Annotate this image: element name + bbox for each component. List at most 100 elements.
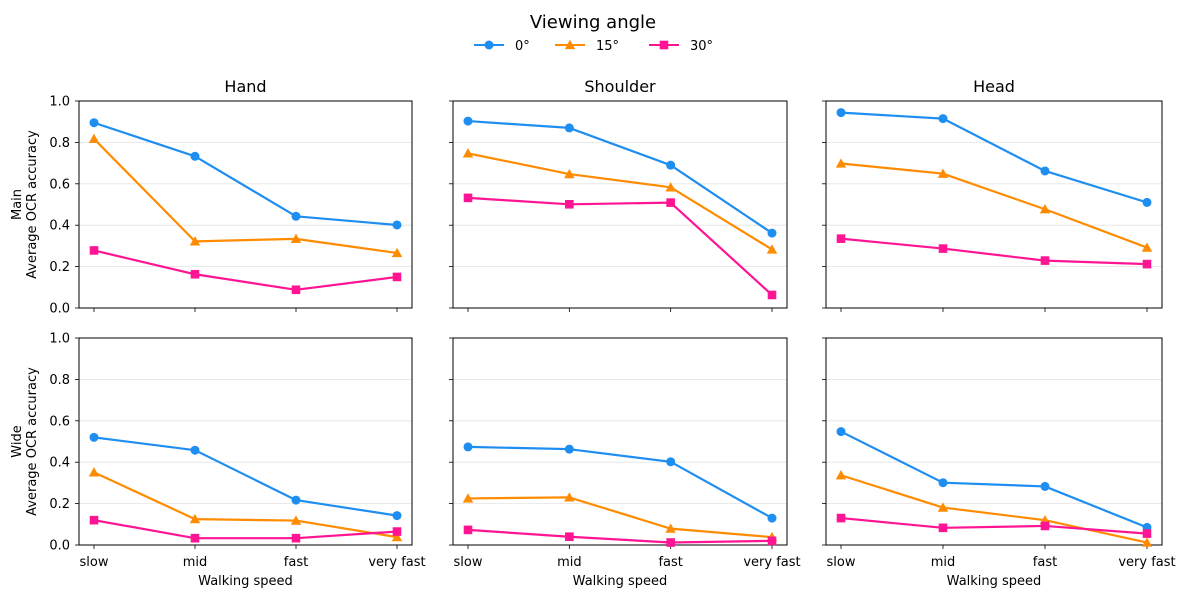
data-point	[1141, 537, 1153, 547]
data-point	[89, 515, 99, 525]
axes-frame	[825, 100, 1163, 309]
data-point	[190, 151, 200, 161]
data-point	[462, 493, 474, 503]
x-tick-label: slow	[80, 555, 109, 570]
x-axis-label: Walking speed	[573, 574, 668, 589]
data-point	[938, 114, 948, 124]
panel-main-hand: 0.0 0.2 0.4 0.6 0.8 1.0 Hand Main Average OCR ac…	[10, 77, 413, 317]
data-point	[392, 527, 402, 536]
series-line-2	[840, 237, 1148, 266]
data-point	[665, 182, 676, 192]
data-point	[190, 269, 200, 279]
data-point	[938, 478, 948, 488]
data-point	[1141, 242, 1153, 252]
series-line-1	[467, 152, 773, 251]
x-axis-label: Walking speed	[947, 574, 1042, 589]
x-tick-label: mid	[183, 555, 208, 570]
data-point	[767, 290, 777, 300]
x-tick-label: very fast	[1118, 555, 1175, 570]
data-point	[767, 513, 777, 523]
y-tick-label: 0.2	[49, 497, 70, 512]
data-point	[189, 513, 201, 524]
panel-wide-head: slow mid fast very fast Walking speed	[822, 337, 1176, 589]
y-axis-row-label: Wide	[10, 425, 25, 457]
data-point	[835, 158, 847, 168]
y-tick-label: 0.8	[49, 373, 70, 388]
data-point	[291, 495, 301, 505]
data-point	[666, 160, 676, 170]
data-point	[463, 525, 473, 535]
legend-marker-2	[659, 40, 669, 50]
data-point	[564, 444, 574, 454]
series-line-2	[93, 249, 398, 291]
data-point	[392, 220, 402, 230]
data-point	[1142, 259, 1152, 269]
x-tick-label: fast	[284, 555, 308, 570]
data-point	[463, 193, 473, 203]
legend-entries: 0° 15° 30°	[474, 39, 713, 54]
data-point	[291, 211, 301, 221]
data-point	[564, 123, 574, 133]
series-line-1	[467, 496, 773, 539]
data-point	[462, 148, 474, 158]
legend-entry-0: 0°	[474, 39, 530, 54]
data-point	[463, 116, 473, 126]
data-point	[767, 536, 777, 546]
x-tick-label: slow	[454, 555, 483, 570]
data-point	[1142, 529, 1152, 538]
data-point	[392, 511, 402, 521]
data-point	[666, 198, 675, 207]
data-point	[1040, 166, 1050, 176]
y-tick-label: 0.4	[49, 219, 70, 234]
data-point	[391, 247, 403, 258]
data-point	[391, 531, 403, 542]
axes-frame	[78, 100, 413, 309]
axes-frame	[452, 337, 788, 546]
legend-label-0: 0°	[515, 39, 530, 54]
series-line-1	[840, 474, 1148, 544]
panel-title: Head	[973, 77, 1015, 96]
data-point	[190, 445, 200, 455]
series-line-1	[840, 162, 1148, 249]
y-tick-label: 0.6	[49, 177, 70, 192]
series-line-0	[467, 119, 773, 234]
data-point	[392, 272, 402, 282]
legend-marker-1	[564, 39, 576, 50]
data-point	[88, 133, 100, 144]
data-point	[1142, 197, 1152, 207]
legend-entry-1: 15°	[555, 39, 619, 54]
data-point	[190, 533, 200, 543]
data-point	[938, 523, 948, 533]
data-point	[1040, 481, 1050, 491]
x-tick-label: mid	[931, 555, 956, 570]
data-point	[463, 442, 473, 452]
panel-title: Hand	[224, 77, 266, 96]
y-tick-label: 0.4	[49, 456, 70, 471]
legend: Viewing angle 0° 15° 30°	[474, 12, 713, 54]
series-line-2	[467, 528, 773, 544]
y-tick-label: 0.8	[49, 136, 70, 151]
axes-frame	[825, 337, 1163, 546]
legend-marker-0	[484, 40, 494, 50]
data-point	[937, 168, 949, 178]
data-point	[189, 236, 201, 246]
x-tick-label: very fast	[368, 555, 425, 570]
panel-main-head: Head	[822, 77, 1163, 312]
data-point	[665, 523, 676, 533]
x-tick-label: slow	[827, 555, 856, 570]
y-axis-row-label: Main	[10, 189, 25, 220]
series-line-1	[93, 138, 398, 255]
data-point	[290, 233, 302, 244]
series-line-0	[467, 445, 773, 520]
data-point	[666, 538, 675, 547]
data-point	[836, 108, 846, 118]
data-point	[291, 533, 301, 543]
x-tick-label: very fast	[743, 555, 800, 570]
axes-frame	[452, 100, 788, 309]
y-axis-label: Average OCR accuracy	[25, 130, 40, 279]
legend-label-2: 30°	[690, 39, 713, 54]
data-point	[938, 244, 948, 253]
data-point	[937, 502, 949, 512]
data-point	[1040, 256, 1050, 265]
